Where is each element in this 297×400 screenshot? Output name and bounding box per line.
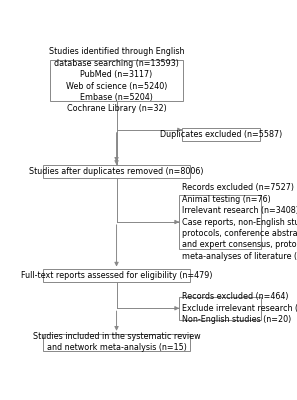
FancyBboxPatch shape xyxy=(43,334,190,351)
FancyBboxPatch shape xyxy=(182,128,260,141)
FancyBboxPatch shape xyxy=(179,195,261,249)
FancyBboxPatch shape xyxy=(179,297,261,320)
FancyBboxPatch shape xyxy=(43,270,190,282)
FancyBboxPatch shape xyxy=(43,165,190,178)
Text: Studies included in the systematic review
and network meta-analysis (n=15): Studies included in the systematic revie… xyxy=(33,332,200,352)
FancyBboxPatch shape xyxy=(50,60,183,101)
Text: Studies after duplicates removed (n=8006): Studies after duplicates removed (n=8006… xyxy=(29,167,204,176)
Text: Records excluded (n=7527)
Animal testing (n=76)
Irrelevant research (n=3408)
Cas: Records excluded (n=7527) Animal testing… xyxy=(182,183,297,261)
Text: Duplicates excluded (n=5587): Duplicates excluded (n=5587) xyxy=(160,130,282,139)
Text: Studies identified through English
database searching (n=13593)
PubMed (n=3117)
: Studies identified through English datab… xyxy=(49,47,184,114)
Text: Full-text reports assessed for eligibility (n=479): Full-text reports assessed for eligibili… xyxy=(21,272,212,280)
Text: Records excluded (n=464)
Exclude irrelevant research (n=444)
Non-English studies: Records excluded (n=464) Exclude irrelev… xyxy=(182,292,297,324)
